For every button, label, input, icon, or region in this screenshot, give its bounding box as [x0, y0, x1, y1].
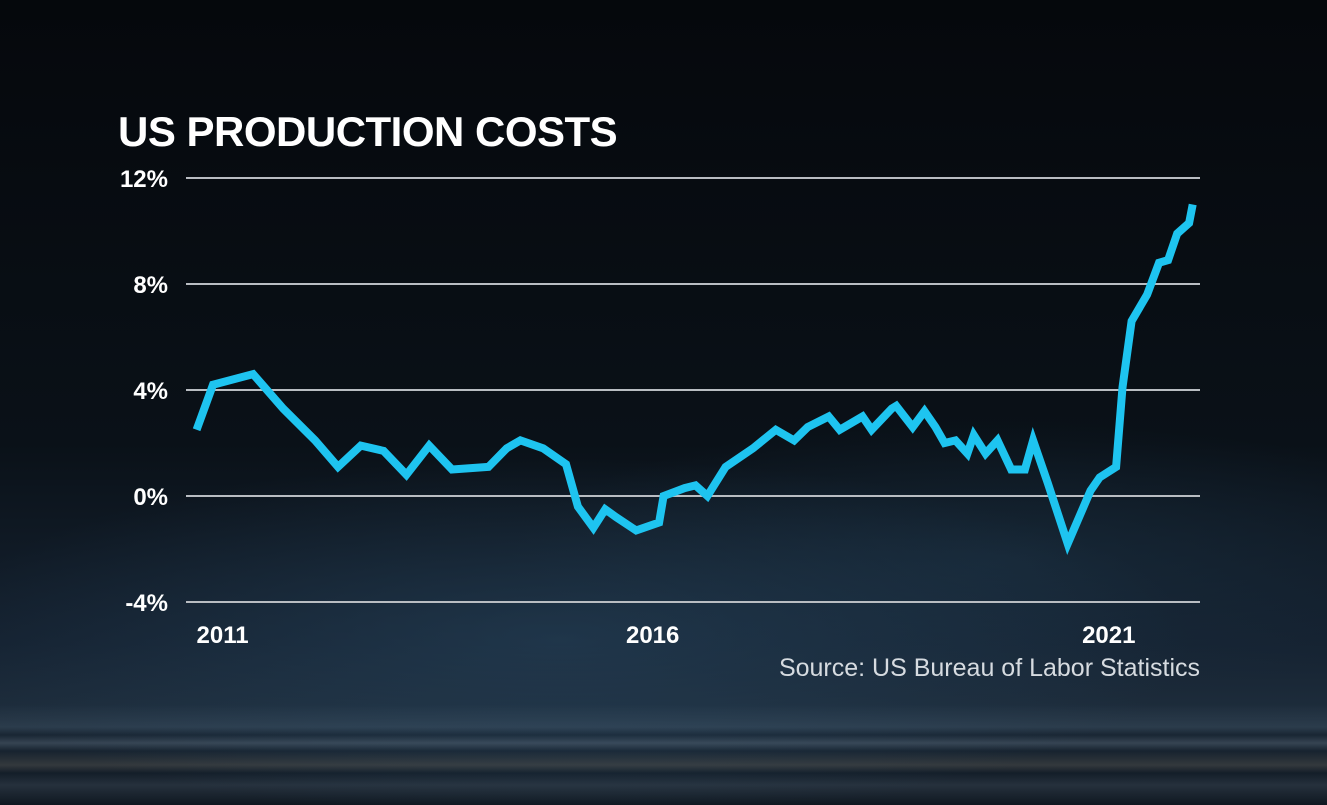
y-axis-tick-labels: 12% 8% 4% 0% -4% [120, 166, 168, 617]
x-tick-label-2: 2021 [1082, 622, 1135, 649]
y-tick-label-2: 4% [133, 378, 168, 405]
x-tick-label-1: 2016 [626, 622, 679, 649]
y-tick-label-4: -4% [125, 590, 168, 617]
x-tick-label-0: 2011 [197, 622, 249, 649]
y-tick-label-3: 0% [133, 484, 168, 511]
gridlines [186, 177, 1200, 603]
y-tick-label-0: 12% [120, 166, 168, 193]
background-light-streaks [0, 705, 1327, 805]
x-axis-tick-labels: 2011 2016 2021 [197, 622, 1136, 649]
y-tick-label-1: 8% [133, 272, 168, 299]
source-note: Source: US Bureau of Labor Statistics [778, 654, 1200, 682]
chart-title: US PRODUCTION COSTS [118, 108, 618, 155]
series-line-production-costs [192, 203, 1197, 555]
